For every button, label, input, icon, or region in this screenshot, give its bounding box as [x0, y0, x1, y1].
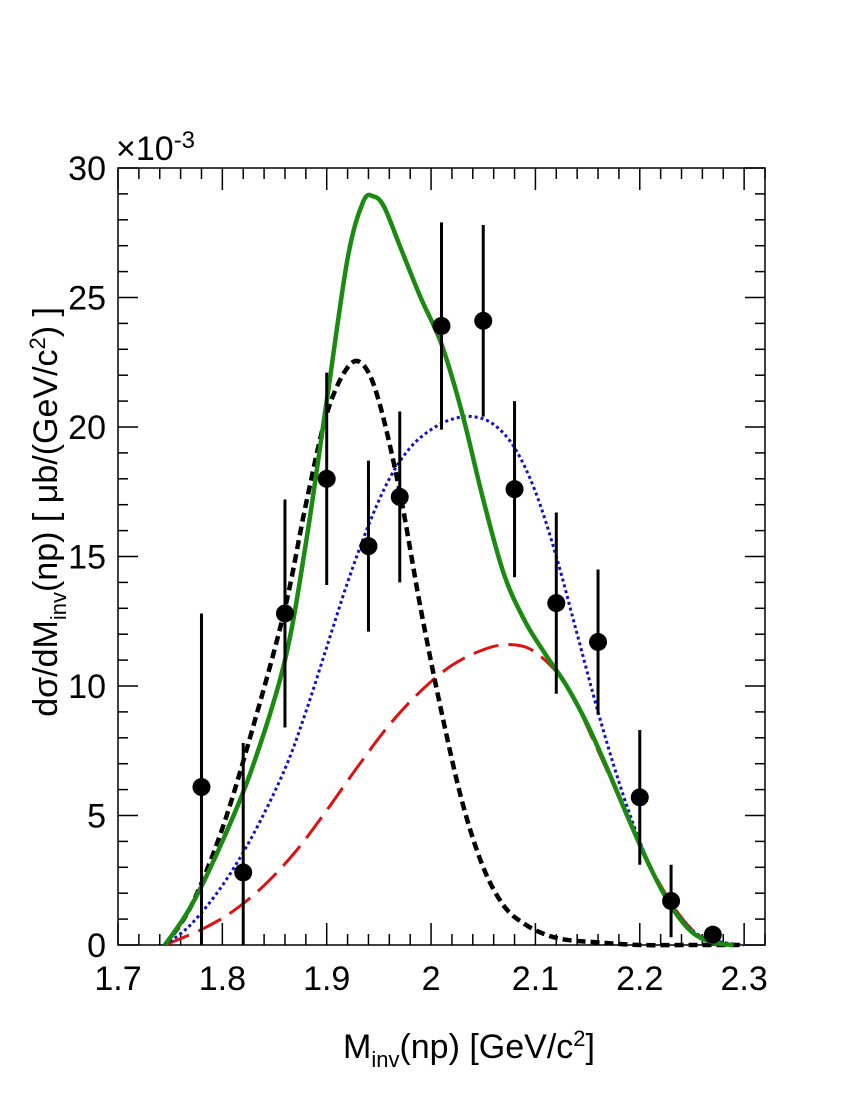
x-tick-label: 2.2	[616, 960, 663, 998]
data-point	[432, 316, 451, 335]
x-tick-label: 2.3	[720, 960, 767, 998]
data-point	[662, 891, 681, 910]
data-point	[703, 925, 722, 944]
y-title-end: ) ]	[27, 307, 65, 337]
data-point	[234, 863, 253, 882]
curve-dashed	[163, 358, 745, 948]
model-curves	[163, 192, 745, 948]
data-point	[317, 469, 336, 488]
curve-solid	[163, 192, 734, 948]
data-point	[589, 632, 608, 651]
x-title-rest: (np) [GeV/c	[399, 1028, 573, 1066]
curve-dotted	[164, 414, 745, 947]
x-title-sup: 2	[573, 1026, 585, 1051]
y-axis-title: dσ/dMinv(np) [ μb/(GeV/c2) ]	[25, 307, 71, 717]
data-point	[505, 480, 524, 499]
x-axis-title: Minv(np) [GeV/c2]	[343, 1026, 595, 1072]
y-tick-label: 0	[87, 927, 106, 965]
y-multiplier-exp: -3	[174, 127, 195, 154]
x-title-main: M	[343, 1028, 371, 1066]
y-tick-label: 30	[68, 150, 106, 188]
y-title-mid: (np) [ μb/(GeV/c	[27, 349, 65, 592]
y-tick-label: 10	[68, 668, 106, 706]
data-point	[359, 537, 378, 556]
y-title-sup: 2	[25, 337, 50, 349]
data-point	[192, 778, 211, 797]
data-point	[474, 311, 493, 330]
data-point	[390, 487, 409, 506]
x-tick-label: 2.1	[512, 960, 559, 998]
x-tick-label: 2	[422, 960, 441, 998]
y-multiplier-base: ×10	[116, 130, 174, 168]
y-tick-label: 15	[68, 539, 106, 577]
x-tick-label: 1.8	[199, 960, 246, 998]
x-tick-label: 1.7	[94, 960, 141, 998]
y-tick-label: 5	[87, 798, 106, 836]
y-tick-label: 20	[68, 409, 106, 447]
data-point	[275, 604, 294, 623]
y-multiplier: ×10-3	[116, 127, 195, 168]
x-title-end: ]	[586, 1028, 595, 1066]
x-title-sub: inv	[371, 1047, 399, 1072]
x-tick-label: 1.9	[303, 960, 350, 998]
data-point	[547, 594, 566, 613]
y-title-pre: dσ/dM	[27, 620, 65, 717]
tick-labels: 1.7 1.8 1.9 2 2.1 2.2 2.3 0 5 10 15 20 25 30	[68, 150, 768, 998]
y-title-sub: inv	[46, 592, 71, 620]
axis-ticks	[117, 167, 766, 946]
data-points	[192, 222, 722, 945]
y-tick-label: 25	[68, 280, 106, 318]
data-point	[630, 788, 649, 807]
